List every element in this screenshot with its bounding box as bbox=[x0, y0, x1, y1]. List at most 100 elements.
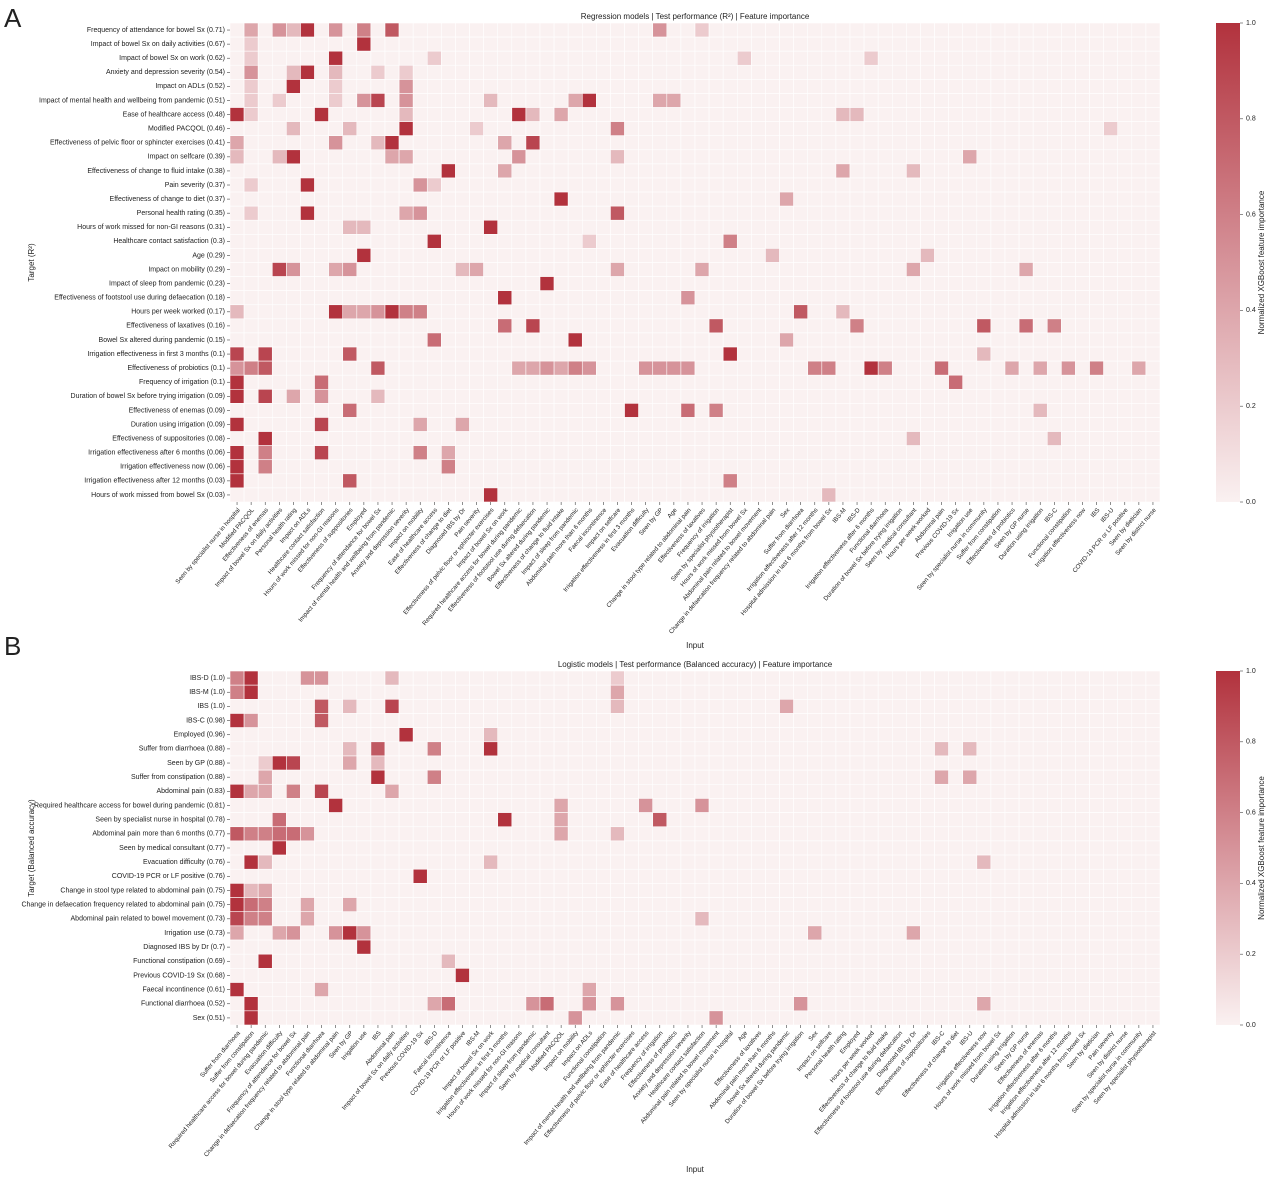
heatmap-cell bbox=[722, 953, 738, 969]
heatmap-cell bbox=[863, 459, 879, 475]
heatmap-cell bbox=[328, 911, 344, 927]
heatmap-cell bbox=[751, 262, 766, 277]
heatmap-cell bbox=[1145, 403, 1161, 418]
heatmap-cell bbox=[300, 487, 315, 503]
heatmap-cell bbox=[497, 473, 513, 489]
heatmap-cell bbox=[1075, 304, 1090, 320]
heatmap-cell bbox=[722, 755, 738, 771]
heatmap-cell bbox=[286, 205, 301, 221]
heatmap-cell bbox=[877, 783, 893, 799]
heatmap-cell bbox=[638, 699, 654, 714]
heatmap-cell bbox=[1089, 234, 1104, 249]
heatmap-cell bbox=[807, 968, 823, 983]
heatmap-cell bbox=[497, 826, 513, 842]
heatmap-cell bbox=[257, 798, 273, 813]
heatmap-cell bbox=[708, 50, 724, 66]
heatmap-cell bbox=[638, 741, 654, 757]
heatmap-cell bbox=[1018, 360, 1034, 376]
heatmap-cell bbox=[751, 897, 766, 913]
heatmap-cell bbox=[736, 22, 752, 38]
heatmap-cell bbox=[990, 684, 1006, 700]
heatmap-cell bbox=[257, 107, 273, 122]
heatmap-cell bbox=[765, 304, 780, 320]
heatmap-cell bbox=[553, 968, 569, 983]
y-tick-label: Previous COVID-19 Sx (0.68) bbox=[133, 972, 225, 979]
heatmap-cell bbox=[779, 22, 794, 38]
colorbar-tick-label: 0.0 bbox=[1246, 499, 1256, 506]
heatmap-cell bbox=[553, 403, 569, 418]
heatmap-cell bbox=[722, 445, 738, 461]
heatmap-cell bbox=[694, 982, 710, 997]
heatmap-cell bbox=[300, 388, 315, 404]
heatmap-cell bbox=[976, 868, 992, 884]
heatmap-cell bbox=[680, 64, 696, 80]
heatmap-cell bbox=[934, 826, 949, 842]
heatmap-cell bbox=[469, 79, 484, 94]
heatmap-cell bbox=[441, 79, 456, 94]
heatmap-cell bbox=[412, 79, 428, 94]
heatmap-cell bbox=[370, 431, 386, 446]
heatmap-cell bbox=[525, 248, 541, 263]
heatmap-cell bbox=[370, 487, 386, 503]
heatmap-cell bbox=[1046, 445, 1062, 461]
heatmap-cell bbox=[1103, 388, 1119, 404]
heatmap-cell bbox=[807, 487, 823, 503]
colorbar-tick-label: 0.2 bbox=[1246, 951, 1256, 958]
heatmap-cell bbox=[962, 403, 978, 418]
heatmap-cell bbox=[1145, 755, 1161, 771]
heatmap-cell bbox=[497, 783, 513, 799]
heatmap-cell bbox=[567, 121, 583, 137]
heatmap-cell bbox=[1061, 403, 1076, 418]
heatmap-cell bbox=[596, 925, 611, 941]
heatmap-cell bbox=[1117, 996, 1133, 1012]
heatmap-cell bbox=[835, 374, 851, 390]
heatmap-cell bbox=[1018, 248, 1034, 263]
heatmap-cell bbox=[976, 727, 992, 743]
heatmap-cell bbox=[398, 177, 414, 193]
heatmap-cell bbox=[1131, 459, 1147, 475]
heatmap-cell bbox=[793, 417, 809, 432]
heatmap-cell bbox=[765, 996, 780, 1012]
heatmap-cell bbox=[314, 445, 329, 461]
heatmap-cell bbox=[455, 684, 470, 700]
heatmap-cell bbox=[624, 205, 639, 221]
heatmap-cell bbox=[680, 939, 696, 955]
heatmap-cell bbox=[807, 769, 823, 785]
heatmap-cell bbox=[891, 163, 907, 179]
heatmap-cell bbox=[849, 854, 865, 870]
heatmap-cell bbox=[441, 191, 456, 207]
heatmap-cell bbox=[751, 996, 766, 1012]
heatmap-cell bbox=[384, 234, 400, 249]
heatmap-cell bbox=[553, 205, 569, 221]
heatmap-cell bbox=[497, 798, 513, 813]
heatmap-cell bbox=[835, 939, 851, 955]
heatmap-cell bbox=[920, 713, 935, 728]
heatmap-cell bbox=[596, 177, 611, 193]
heatmap-cell bbox=[807, 403, 823, 418]
heatmap-cell bbox=[370, 346, 386, 362]
heatmap-cell bbox=[469, 868, 484, 884]
heatmap-cell bbox=[328, 769, 344, 785]
heatmap-cell bbox=[934, 219, 949, 235]
heatmap-cell bbox=[680, 177, 696, 193]
heatmap-cell bbox=[300, 445, 315, 461]
heatmap-cell bbox=[1117, 445, 1133, 461]
heatmap-cell bbox=[553, 445, 569, 461]
colorbar-tick-label: 0.4 bbox=[1246, 880, 1256, 887]
heatmap-cell bbox=[610, 741, 625, 757]
heatmap-cell bbox=[736, 699, 752, 714]
heatmap-cell bbox=[793, 388, 809, 404]
heatmap-cell bbox=[1103, 304, 1119, 320]
heatmap-cell bbox=[342, 177, 358, 193]
heatmap-cell bbox=[962, 276, 978, 291]
heatmap-cell bbox=[948, 121, 964, 137]
heatmap-cell bbox=[370, 445, 386, 461]
heatmap-cell bbox=[370, 868, 386, 884]
heatmap-cell bbox=[708, 248, 724, 263]
heatmap-cell bbox=[328, 812, 344, 828]
heatmap-cell bbox=[483, 262, 499, 277]
heatmap-cell bbox=[426, 36, 442, 52]
heatmap-cell bbox=[891, 699, 907, 714]
heatmap-cell bbox=[342, 968, 358, 983]
y-tick-label: Hours of work missed for non-GI reasons … bbox=[77, 224, 225, 231]
